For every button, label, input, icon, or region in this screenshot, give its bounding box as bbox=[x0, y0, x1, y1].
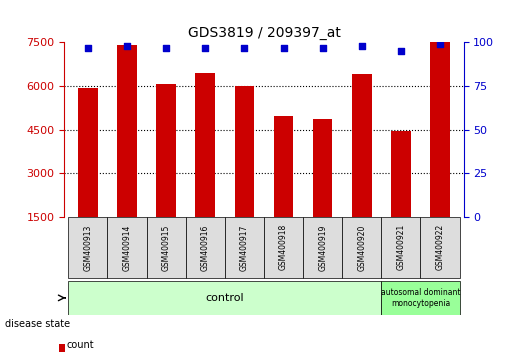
Bar bbox=[78, 88, 98, 217]
Title: GDS3819 / 209397_at: GDS3819 / 209397_at bbox=[187, 26, 340, 40]
Text: control: control bbox=[205, 293, 244, 303]
Point bbox=[318, 45, 327, 51]
Bar bbox=[352, 74, 371, 217]
Bar bbox=[391, 131, 410, 217]
FancyBboxPatch shape bbox=[264, 217, 303, 278]
Point bbox=[357, 43, 366, 49]
FancyBboxPatch shape bbox=[381, 217, 420, 278]
Bar bbox=[430, 40, 450, 217]
Point bbox=[162, 45, 170, 51]
Bar bbox=[313, 119, 332, 217]
Text: GSM400921: GSM400921 bbox=[397, 224, 405, 270]
Point bbox=[279, 45, 287, 51]
Text: GSM400915: GSM400915 bbox=[162, 224, 170, 270]
FancyBboxPatch shape bbox=[381, 281, 459, 315]
Text: disease state: disease state bbox=[5, 319, 70, 329]
Bar bbox=[235, 86, 254, 217]
Point bbox=[397, 48, 405, 54]
FancyBboxPatch shape bbox=[147, 217, 186, 278]
Text: GSM400917: GSM400917 bbox=[240, 224, 249, 270]
FancyBboxPatch shape bbox=[68, 281, 381, 315]
FancyBboxPatch shape bbox=[420, 217, 459, 278]
Text: GSM400919: GSM400919 bbox=[318, 224, 327, 270]
Point bbox=[436, 41, 444, 47]
Bar bbox=[273, 116, 293, 217]
Text: GSM400918: GSM400918 bbox=[279, 224, 288, 270]
FancyBboxPatch shape bbox=[225, 217, 264, 278]
FancyBboxPatch shape bbox=[68, 217, 108, 278]
Text: autosomal dominant
monocytopenia: autosomal dominant monocytopenia bbox=[381, 288, 460, 308]
FancyBboxPatch shape bbox=[303, 217, 342, 278]
Bar bbox=[157, 84, 176, 217]
Point bbox=[201, 45, 210, 51]
Bar bbox=[196, 73, 215, 217]
Text: GSM400916: GSM400916 bbox=[201, 224, 210, 270]
FancyBboxPatch shape bbox=[186, 217, 225, 278]
Text: GSM400914: GSM400914 bbox=[123, 224, 131, 270]
Point bbox=[241, 45, 249, 51]
Text: GSM400913: GSM400913 bbox=[83, 224, 92, 270]
Text: count: count bbox=[67, 341, 95, 350]
FancyBboxPatch shape bbox=[342, 217, 381, 278]
FancyBboxPatch shape bbox=[108, 217, 147, 278]
Point bbox=[123, 43, 131, 49]
Bar bbox=[117, 45, 137, 217]
Text: GSM400920: GSM400920 bbox=[357, 224, 366, 270]
Text: GSM400922: GSM400922 bbox=[436, 224, 444, 270]
Point bbox=[84, 45, 92, 51]
